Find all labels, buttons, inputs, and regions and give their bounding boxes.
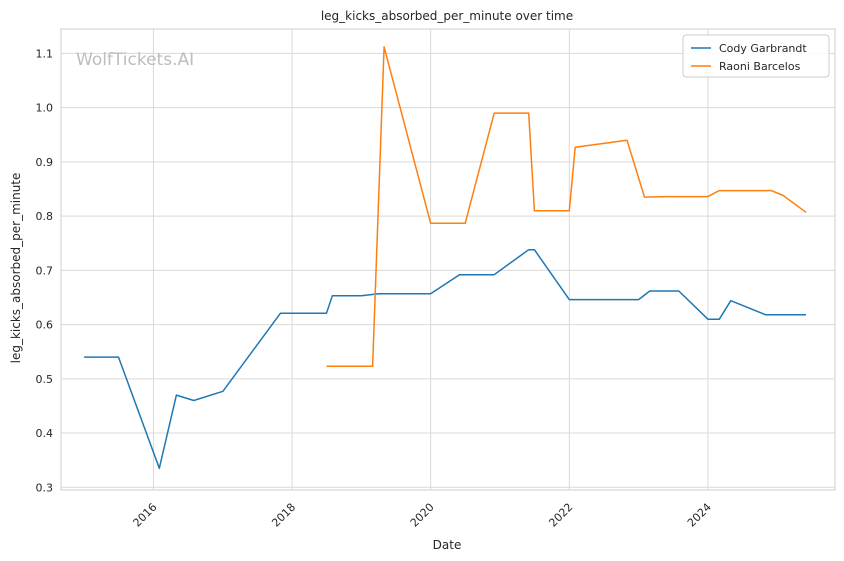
y-tick-label: 0.4 [36, 427, 54, 440]
series-layer [84, 46, 807, 470]
x-tick-label: 2020 [408, 501, 437, 530]
watermark-text: WolfTickets.AI [76, 50, 194, 70]
y-tick-label: 1.0 [36, 102, 54, 115]
x-tick-labels: 2016 2018 2020 2022 2024 [131, 501, 714, 530]
y-tick-label: 0.5 [36, 373, 54, 386]
plot-area [60, 28, 836, 491]
grid-lines [61, 29, 835, 490]
legend-entry: Cody Garbrandt [719, 42, 807, 55]
y-axis-label: leg_kicks_absorbed_per_minute [9, 173, 23, 364]
y-tick-label: 0.8 [36, 210, 54, 223]
x-tick-label: 2024 [685, 501, 714, 530]
series-line-raoni-barcelos [326, 46, 807, 368]
x-tick-label: 2022 [546, 501, 575, 530]
x-axis-label: Date [433, 538, 462, 552]
y-tick-label: 0.6 [36, 319, 54, 332]
x-tick-label: 2018 [269, 501, 298, 530]
y-tick-labels: 0.3 0.4 0.5 0.6 0.7 0.8 0.9 1.0 1.1 [36, 47, 54, 494]
legend-box [682, 34, 830, 78]
y-tick-label: 0.3 [36, 481, 54, 494]
y-tick-label: 1.1 [36, 47, 54, 60]
y-tick-label: 0.9 [36, 156, 54, 169]
y-tick-label: 0.7 [36, 264, 54, 277]
legend: Cody Garbrandt Raoni Barcelos [682, 34, 830, 78]
chart-title: leg_kicks_absorbed_per_minute over time [321, 9, 573, 23]
legend-entry: Raoni Barcelos [719, 60, 801, 73]
x-tick-label: 2016 [131, 501, 160, 530]
series-line-cody-garbrandt [84, 248, 806, 470]
